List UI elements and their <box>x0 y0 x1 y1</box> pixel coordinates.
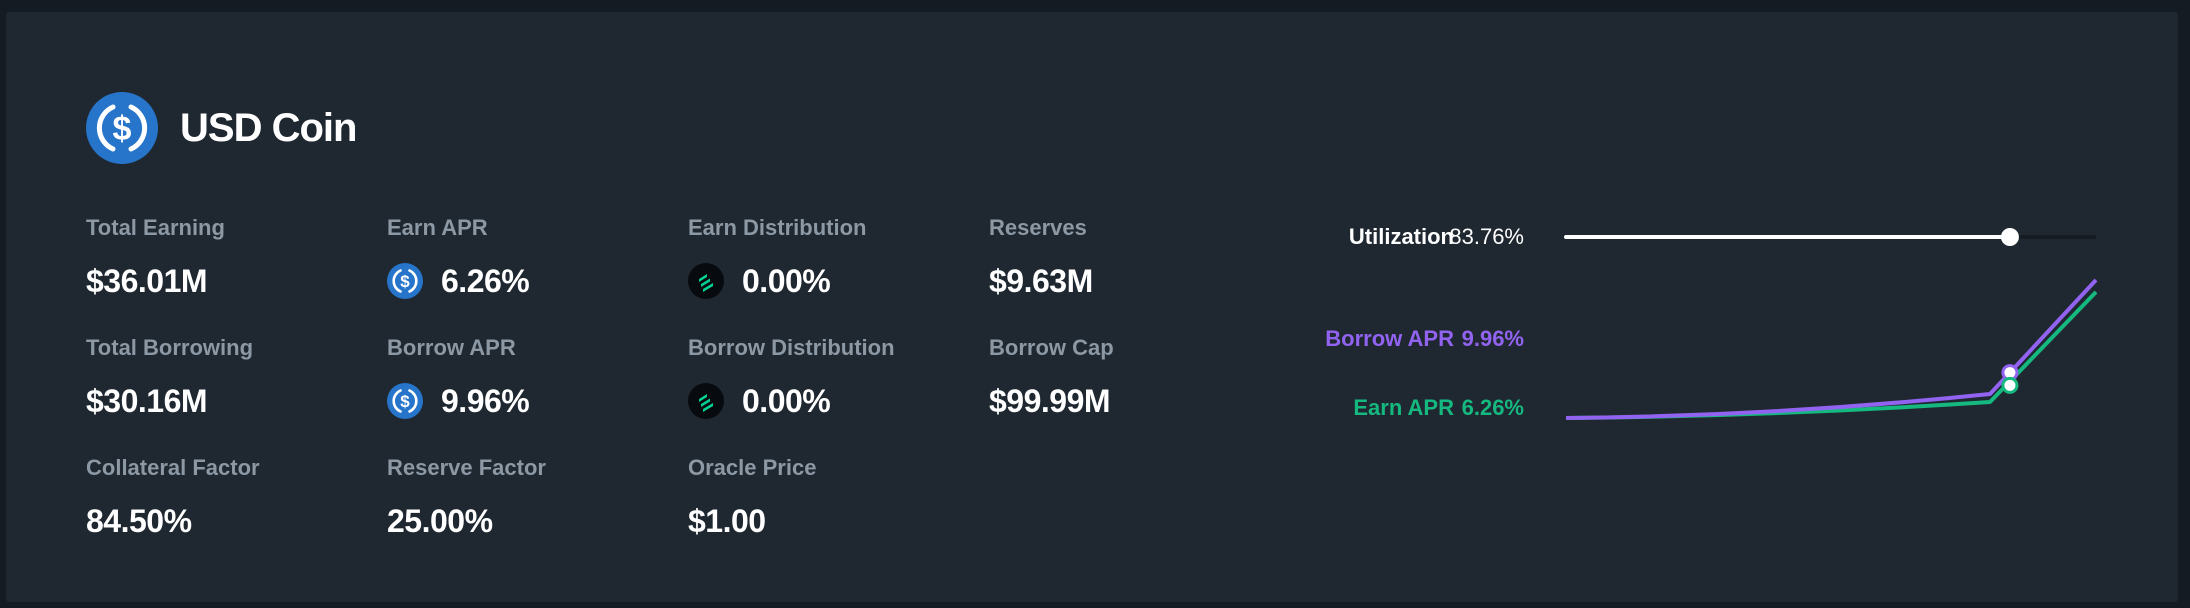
stat-label: Collateral Factor <box>86 455 260 480</box>
stat-value: 6.26% <box>441 262 530 299</box>
stat-label: Borrow APR <box>387 335 516 360</box>
market-title: USD Coin <box>180 105 357 150</box>
stat-value: $1.00 <box>688 502 766 539</box>
svg-text:$: $ <box>113 110 132 148</box>
interest-rate-chart: Utilization 83.76% Borrow APR 9.96% Earn… <box>1286 212 2116 442</box>
stat-earn-apr: Earn APR $ 6.26% <box>387 215 530 299</box>
stat-label: Earn Distribution <box>688 215 867 240</box>
svg-text:$: $ <box>400 272 410 291</box>
stat-value: $99.99M <box>989 382 1111 419</box>
stat-value: $9.63M <box>989 262 1093 299</box>
market-panel: $ USD Coin Total Earning $36.01M Total B… <box>6 12 2178 602</box>
utilization-handle[interactable] <box>2000 228 2019 246</box>
comp-token-icon <box>688 383 724 419</box>
stat-label: Total Borrowing <box>86 335 254 360</box>
stat-borrow-cap: Borrow Cap $99.99M <box>989 335 1114 419</box>
stat-value: 9.96% <box>441 382 530 419</box>
earn-apr-curve <box>1565 290 2098 420</box>
stat-label: Oracle Price <box>688 455 817 480</box>
borrow-apr-curve <box>1565 278 2098 420</box>
stat-borrow-apr: Borrow APR $ 9.96% <box>387 335 530 419</box>
usdc-icon: $ <box>387 383 423 419</box>
stat-reserve-factor: Reserve Factor 25.00% <box>387 455 546 539</box>
stat-total-earning: Total Earning $36.01M <box>86 215 225 299</box>
market-header: $ USD Coin <box>86 92 357 164</box>
earn-apr-value: 6.26% <box>1461 395 1524 420</box>
stat-label: Earn APR <box>387 215 488 240</box>
stat-reserves: Reserves $9.63M <box>989 215 1093 299</box>
stat-value: 25.00% <box>387 502 493 539</box>
borrow-apr-label: Borrow APR <box>1325 326 1454 351</box>
stat-borrow-distribution: Borrow Distribution 0.00% <box>688 335 895 419</box>
stat-value: 84.50% <box>86 502 192 539</box>
svg-text:$: $ <box>400 392 410 411</box>
earn-apr-marker <box>2001 376 2019 394</box>
usdc-icon: $ <box>387 263 423 299</box>
utilization-label: Utilization <box>1348 224 1454 249</box>
stat-total-borrowing: Total Borrowing $30.16M <box>86 335 253 419</box>
stat-label: Total Earning <box>86 215 225 240</box>
stat-value: 0.00% <box>742 382 831 419</box>
comp-token-icon <box>688 263 724 299</box>
stat-earn-distribution: Earn Distribution 0.00% <box>688 215 866 299</box>
stat-collateral-factor: Collateral Factor 84.50% <box>86 455 260 539</box>
stat-value: 0.00% <box>742 262 831 299</box>
usdc-coin-icon: $ <box>86 92 158 164</box>
stat-oracle-price: Oracle Price $1.00 <box>688 455 816 539</box>
stat-label: Reserves <box>989 215 1087 240</box>
stat-value: $30.16M <box>86 382 208 419</box>
earn-apr-label: Earn APR <box>1353 395 1454 420</box>
stat-label: Borrow Distribution <box>688 335 895 360</box>
stat-label: Borrow Cap <box>989 335 1114 360</box>
borrow-apr-value: 9.96% <box>1461 326 1524 351</box>
rate-curve-plot <box>1564 228 2098 420</box>
stat-value: $36.01M <box>86 262 208 299</box>
utilization-value: 83.76% <box>1449 224 1524 249</box>
stat-label: Reserve Factor <box>387 455 546 480</box>
